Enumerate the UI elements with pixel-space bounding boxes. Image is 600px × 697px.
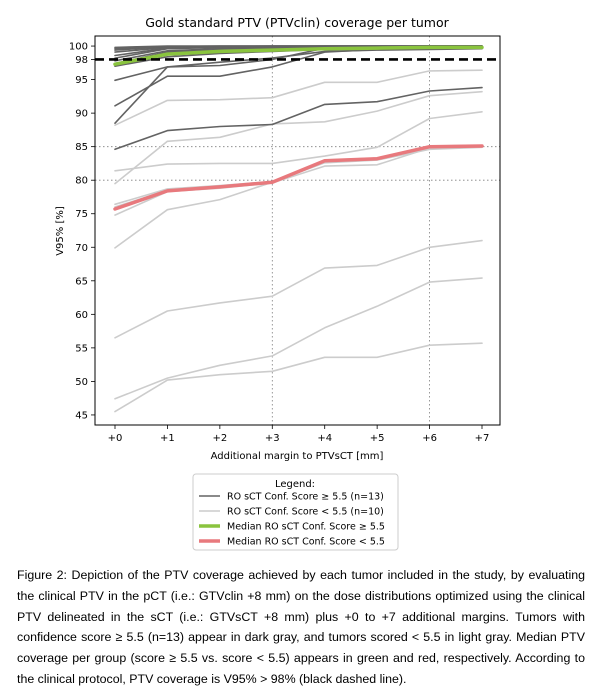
y-tick-label-75: 75 bbox=[75, 209, 88, 220]
low-score-series-group bbox=[114, 69, 483, 413]
y-axis: 45 50 55 60 65 70 75 80 85 90 95 98 100 bbox=[69, 42, 95, 421]
series-line-median-low-24 bbox=[113, 144, 484, 211]
x-tick-label-5: +5 bbox=[370, 433, 385, 444]
y-axis-label: V95% [%] bbox=[55, 206, 66, 256]
y-tick-label-85: 85 bbox=[75, 142, 88, 153]
y-tick-label-90: 90 bbox=[75, 109, 88, 120]
legend: Legend: RO sCT Conf. Score ≥ 5.5 (n=13) … bbox=[192, 473, 399, 551]
series-line-low-15 bbox=[114, 111, 483, 172]
series-line-low-22 bbox=[114, 145, 483, 208]
x-tick-label-7: +7 bbox=[475, 433, 490, 444]
x-tick-label-3: +3 bbox=[265, 433, 280, 444]
legend-entry-high: RO sCT Conf. Score ≥ 5.5 (n=13) bbox=[227, 492, 384, 503]
series-line-low-14 bbox=[114, 90, 483, 185]
series-line-median-high-23 bbox=[113, 45, 484, 66]
median-series-group bbox=[113, 45, 484, 211]
x-tick-label-1: +1 bbox=[160, 433, 175, 444]
series-line-high-3 bbox=[114, 47, 483, 82]
high-score-series-group bbox=[114, 45, 483, 151]
x-tick-label-4: +4 bbox=[317, 433, 332, 444]
chart-figure: 45 50 55 60 65 70 75 80 85 90 95 98 100 +0 +1 +2 +3 +4 +5… bbox=[55, 15, 501, 551]
y-tick-label-80: 80 bbox=[75, 176, 88, 187]
y-tick-label-65: 65 bbox=[75, 276, 88, 287]
y-tick-label-55: 55 bbox=[75, 343, 88, 354]
y-tick-label-98: 98 bbox=[75, 55, 88, 66]
x-tick-label-2: +2 bbox=[212, 433, 227, 444]
y-tick-label-95: 95 bbox=[75, 75, 88, 86]
legend-box bbox=[192, 473, 399, 551]
x-tick-label-0: +0 bbox=[108, 433, 123, 444]
series-line-low-19 bbox=[114, 239, 483, 339]
legend-entry-low: RO sCT Conf. Score < 5.5 (n=10) bbox=[227, 507, 384, 518]
y-tick-label-45: 45 bbox=[75, 410, 88, 421]
x-axis-label: Additional margin to PTVsCT [mm] bbox=[211, 451, 384, 462]
series-line-low-21 bbox=[114, 342, 483, 413]
line-chart: 45 50 55 60 65 70 75 80 85 90 95 98 100 +0 +1 +2 +3 +4 +5… bbox=[55, 15, 501, 551]
series-line-low-20 bbox=[114, 277, 483, 400]
x-tick-label-6: +6 bbox=[422, 433, 437, 444]
legend-entry-median-high: Median RO sCT Conf. Score ≥ 5.5 bbox=[227, 522, 385, 533]
series-line-low-17 bbox=[114, 145, 483, 216]
y-tick-label-100: 100 bbox=[69, 42, 88, 53]
y-tick-label-70: 70 bbox=[75, 243, 88, 254]
legend-title: Legend: bbox=[275, 479, 315, 490]
y-tick-label-60: 60 bbox=[75, 310, 88, 321]
x-axis: +0 +1 +2 +3 +4 +5 +6 +7 bbox=[108, 425, 490, 444]
legend-entry-median-low: Median RO sCT Conf. Score < 5.5 bbox=[227, 537, 385, 548]
chart-title: Gold standard PTV (PTVclin) coverage per… bbox=[145, 15, 449, 30]
figure-caption: Figure 2: Depiction of the PTV coverage … bbox=[17, 568, 585, 686]
series-line-low-13 bbox=[114, 69, 483, 126]
plot-frame bbox=[94, 35, 501, 426]
series-line-low-18 bbox=[114, 146, 483, 249]
series-line-high-0 bbox=[114, 86, 483, 151]
y-tick-label-50: 50 bbox=[75, 377, 88, 388]
